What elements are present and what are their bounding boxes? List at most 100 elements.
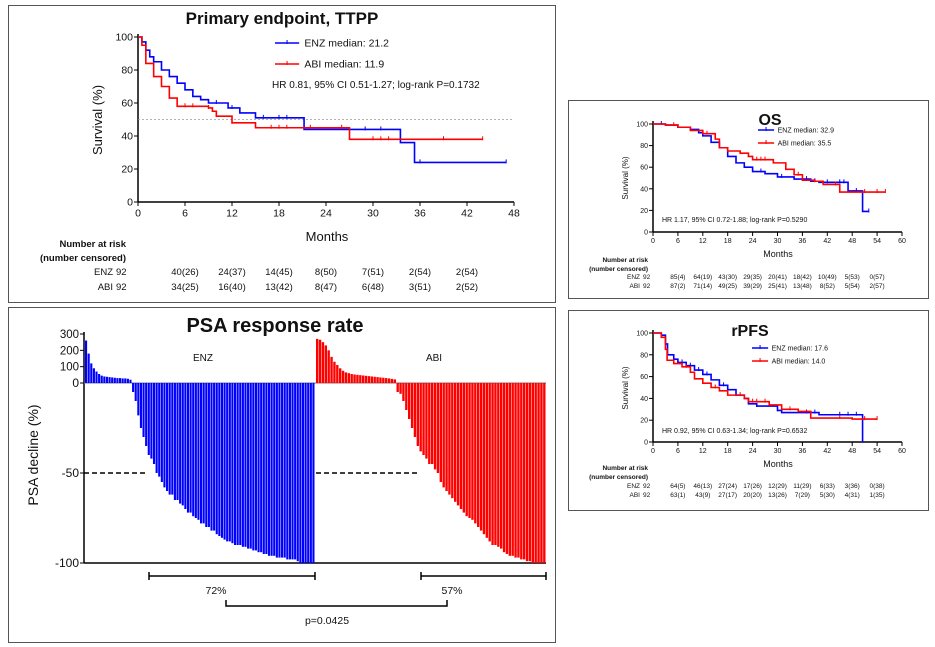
psa-bar-enz (226, 383, 229, 542)
psa-bar-abi (367, 376, 371, 383)
response-rate-label: 72% (205, 585, 226, 597)
risk-value: 2(57) (870, 283, 885, 290)
x-tick-label: 6 (676, 448, 680, 455)
risk-value: 87(2) (670, 283, 685, 290)
x-tick-label: 36 (799, 448, 807, 455)
legend-entry: ENZ median: 17.6 (772, 345, 829, 352)
risk-value: 4(31) (845, 492, 860, 499)
psa-bar-enz (273, 383, 276, 556)
psa-bar-enz (249, 383, 252, 549)
chart-title: OS (758, 112, 781, 129)
y-axis-label: Survival (%) (621, 156, 630, 199)
risk-row-label: ENZ (627, 274, 640, 281)
psa-bar-abi (344, 372, 348, 383)
risk-value: 92 (643, 483, 651, 490)
psa-bar-enz (267, 383, 271, 556)
psa-bar-abi (494, 383, 497, 545)
risk-value: 7(51) (362, 267, 384, 278)
psa-bar-abi (534, 383, 537, 563)
psa-bar-abi (520, 383, 523, 560)
psa-bar-enz (262, 383, 265, 554)
y-axis-label: PSA decline (%) (25, 404, 41, 505)
y-tick-label: 60 (121, 98, 133, 110)
y-tick-label: 20 (121, 164, 133, 176)
psa-bar-enz (275, 383, 278, 558)
psa-bar-abi (482, 383, 486, 535)
psa-bar-abi (508, 383, 511, 556)
psa-bar-abi (316, 338, 319, 383)
psa-bar-enz (179, 383, 182, 504)
risk-value: 24(37) (218, 267, 245, 278)
risk-value: 5(30) (820, 492, 835, 499)
psa-bar-enz (207, 383, 210, 527)
psa-bar-enz (286, 383, 289, 560)
risk-value: 49(25) (718, 283, 737, 290)
psa-bar-abi (318, 339, 322, 383)
psa-bar-enz (210, 383, 213, 531)
risk-value: 34(25) (171, 282, 198, 293)
x-tick-label: 60 (898, 448, 906, 455)
x-tick-label: 42 (461, 208, 473, 220)
y-tick-label: 100 (115, 32, 133, 44)
psa-bar-abi (350, 374, 353, 383)
risk-value: 92 (116, 267, 127, 278)
psa-bar-enz (283, 383, 286, 558)
psa-bar-enz (288, 383, 291, 560)
psa-bar-abi (333, 361, 336, 383)
chart-title: rPFS (731, 323, 769, 340)
x-tick-label: 48 (848, 238, 856, 245)
risk-value: 1(35) (870, 492, 885, 499)
psa-bar-enz (90, 363, 93, 383)
x-tick-label: 0 (651, 238, 655, 245)
psa-bar-enz (233, 383, 237, 545)
psa-bar-abi (385, 378, 388, 383)
risk-value: 13(26) (768, 492, 787, 499)
y-tick-label: 100 (636, 121, 648, 128)
risk-value: 46(13) (693, 483, 712, 490)
psa-bar-abi (505, 383, 509, 554)
psa-bar-enz (312, 383, 315, 563)
psa-bar-enz (218, 383, 221, 536)
risk-table-header: (number censored) (589, 474, 648, 481)
psa-bar-enz (254, 383, 257, 551)
psa-bar-enz (194, 383, 197, 518)
psa-bar-enz (118, 378, 122, 383)
y-tick-label: 200 (60, 345, 79, 357)
psa-bar-abi (428, 383, 431, 464)
risk-value: 64(19) (693, 274, 712, 281)
survival-curve-enz (653, 123, 869, 213)
psa-bar-abi (523, 383, 526, 560)
legend-entry: ENZ median: 32.9 (778, 127, 835, 134)
psa-bar-enz (85, 340, 88, 383)
psa-bar-enz (244, 383, 247, 547)
psa-bar-enz (223, 383, 226, 540)
comparison-bracket (225, 600, 448, 607)
x-tick-label: 60 (898, 238, 906, 245)
x-tick-label: 54 (873, 238, 881, 245)
psa-bar-abi (462, 383, 465, 513)
hazard-ratio-annotation: HR 1.17, 95% CI 0.72-1.88; log-rank P=0.… (662, 217, 807, 224)
psa-bar-abi (425, 383, 428, 459)
psa-bar-abi (422, 383, 425, 455)
psa-bar-abi (408, 383, 411, 419)
risk-value: 8(47) (315, 282, 337, 293)
risk-value: 20(20) (743, 492, 762, 499)
risk-value: 7(29) (795, 492, 810, 499)
psa-bar-enz (296, 383, 299, 562)
risk-row-label: ENZ (627, 483, 640, 490)
risk-value: 71(14) (693, 283, 712, 290)
y-tick-label: 0 (72, 376, 79, 390)
psa-bar-enz (205, 383, 208, 527)
risk-row-label: ABI (630, 492, 641, 499)
x-tick-label: 24 (749, 238, 757, 245)
risk-row-label: ENZ (94, 267, 113, 278)
risk-value: 63(1) (670, 492, 685, 499)
risk-value: 92 (643, 274, 651, 281)
psa-bar-abi (474, 383, 477, 524)
x-tick-label: 30 (367, 208, 379, 220)
risk-value: 25(41) (768, 283, 787, 290)
psa-bar-enz (200, 383, 203, 524)
hazard-ratio-annotation: HR 0.92, 95% CI 0.63-1.34; log-rank P=0.… (662, 428, 807, 435)
risk-table-header: Number at risk (602, 465, 648, 472)
psa-bar-enz (100, 375, 103, 383)
